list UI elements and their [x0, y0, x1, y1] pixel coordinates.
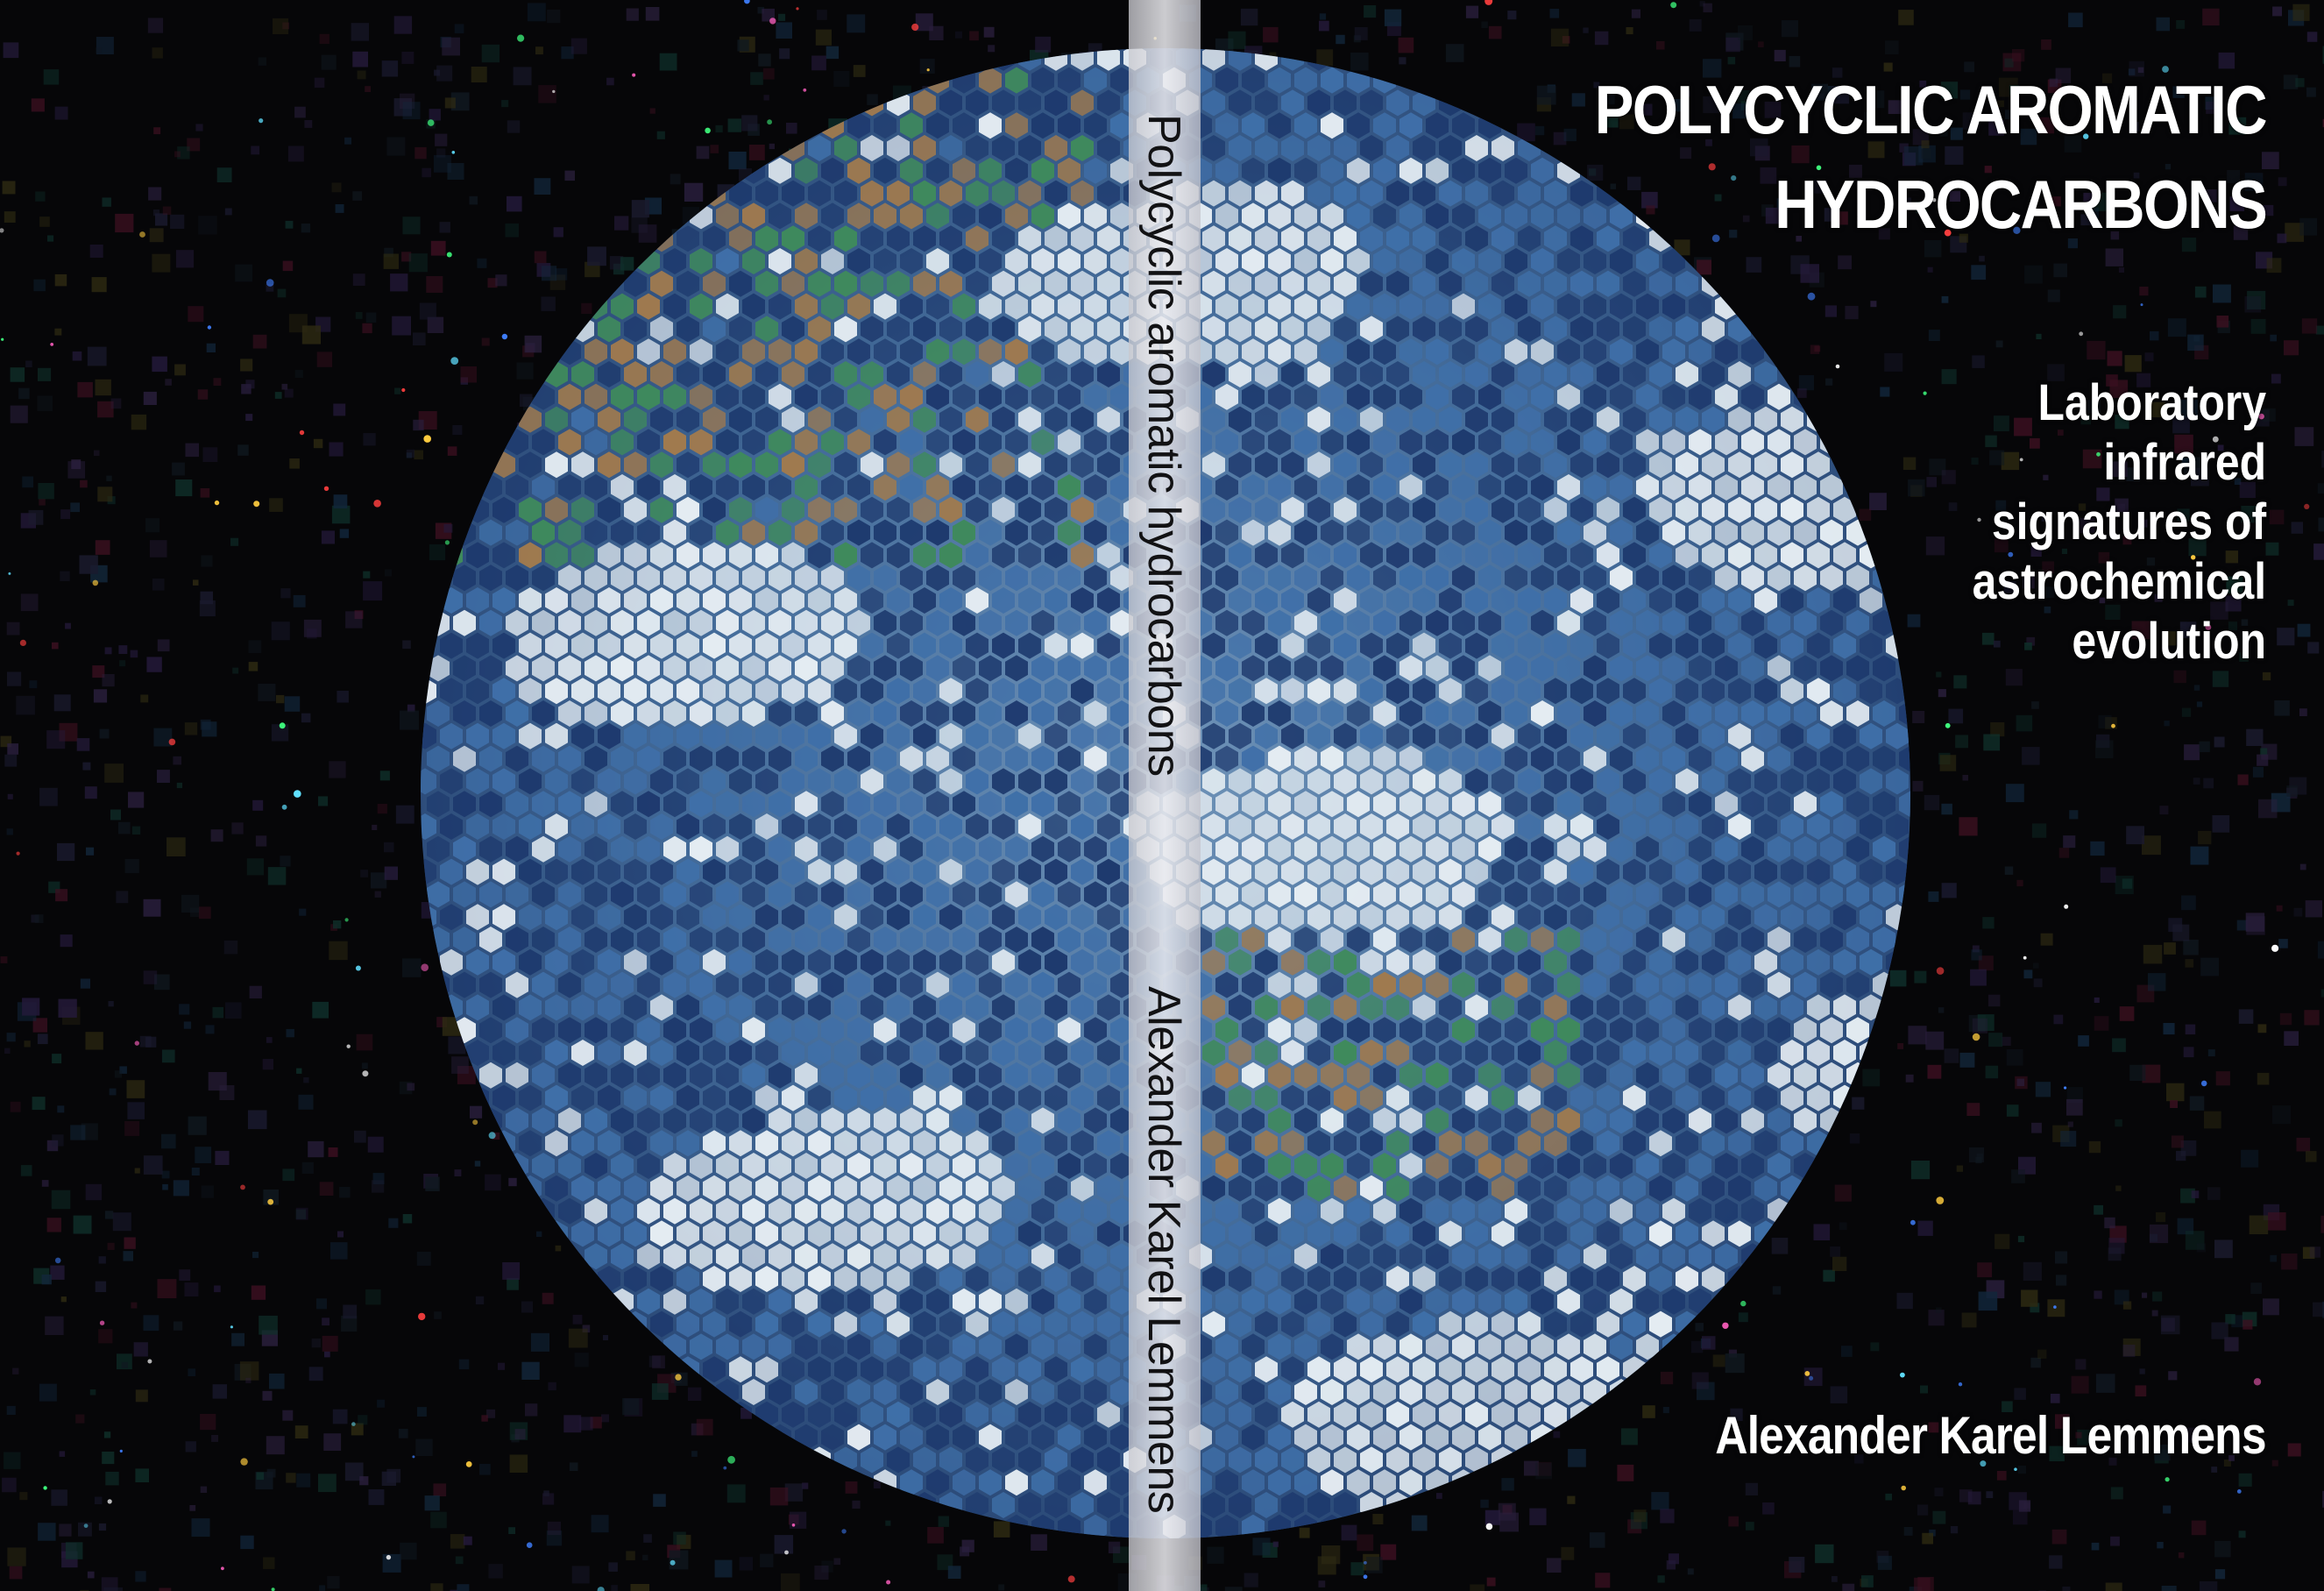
subtitle-line: Laboratory	[2037, 374, 2266, 431]
subtitle-line: infrared	[2103, 434, 2266, 491]
spine-author: Alexander Karel Lemmens	[1138, 986, 1189, 1514]
cover-author: Alexander Karel Lemmens	[1715, 1406, 2267, 1465]
subtitle-line: signatures of	[1991, 494, 2266, 550]
spine-title: Polycyclic aromatic hydrocarbons	[1138, 114, 1189, 777]
subtitle-line: astrochemical	[1972, 553, 2266, 610]
book-spine	[1129, 0, 1201, 1591]
cover-subtitle: Laboratory infrared signatures of astroc…	[1973, 373, 2266, 671]
cover-title-line-2: HYDROCARBONS	[1775, 166, 2267, 243]
subtitle-line: evolution	[2072, 613, 2266, 670]
spine-text-group: Polycyclic aromatic hydrocarbons Alexand…	[1128, 0, 1200, 1591]
cover-title-line-1: POLYCYCLIC AROMATIC	[1594, 71, 2268, 148]
